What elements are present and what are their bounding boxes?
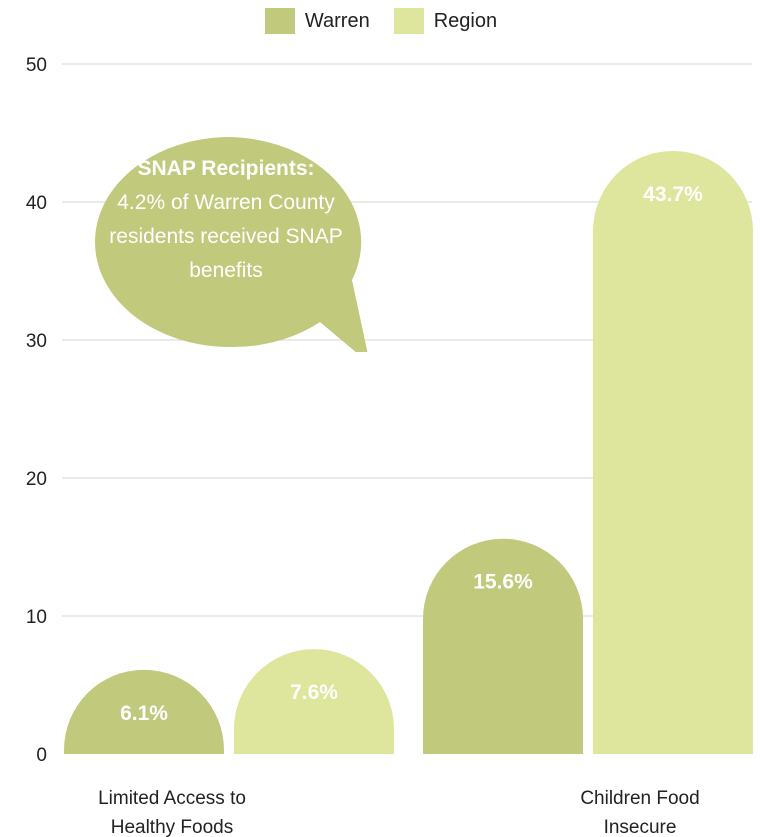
chart-legend: Warren Region (0, 8, 762, 34)
legend-swatch-warren (264, 8, 295, 34)
category-label: Healthy Foods (111, 817, 234, 837)
y-tick-label: 50 (26, 55, 47, 76)
bar-warren-0 (64, 669, 224, 754)
category-label: Children Food (580, 788, 699, 809)
bar-region-0 (234, 649, 394, 754)
bar-warren-1 (423, 538, 583, 754)
y-tick-label: 0 (36, 745, 47, 766)
category-labels: Limited Access to Healthy Foods Children F… (98, 788, 700, 837)
y-tick-label: 40 (26, 193, 47, 214)
bar-value-label: 15.6% (473, 571, 533, 594)
category-label: Insecure (604, 817, 677, 837)
legend-item-warren: Warren (264, 8, 370, 34)
legend-swatch-region (393, 8, 424, 34)
bar-region-1 (593, 150, 753, 754)
snap-callout-text: SNAP Recipients: 4.2% of Warren County r… (103, 152, 349, 288)
callout-title: SNAP Recipients: (137, 157, 315, 180)
bar-value-label: 7.6% (290, 681, 338, 704)
y-tick-label: 30 (26, 331, 47, 352)
legend-item-region: Region (393, 8, 498, 34)
callout-body: 4.2% of Warren County residents received… (109, 191, 343, 282)
y-axis-ticks: 0 10 20 30 40 50 (26, 55, 47, 766)
category-label: Limited Access to (98, 788, 246, 809)
legend-label-region: Region (433, 9, 498, 32)
y-tick-label: 20 (26, 469, 47, 490)
bars: 6.1% 7.6% 15.6% 43.7% (64, 150, 753, 754)
bar-value-label: 43.7% (643, 183, 703, 206)
bar-value-label: 6.1% (120, 702, 168, 725)
snap-callout-bubble (95, 137, 368, 352)
callout-shape (95, 137, 368, 352)
y-tick-label: 10 (26, 607, 47, 628)
legend-label-warren: Warren (304, 9, 370, 32)
